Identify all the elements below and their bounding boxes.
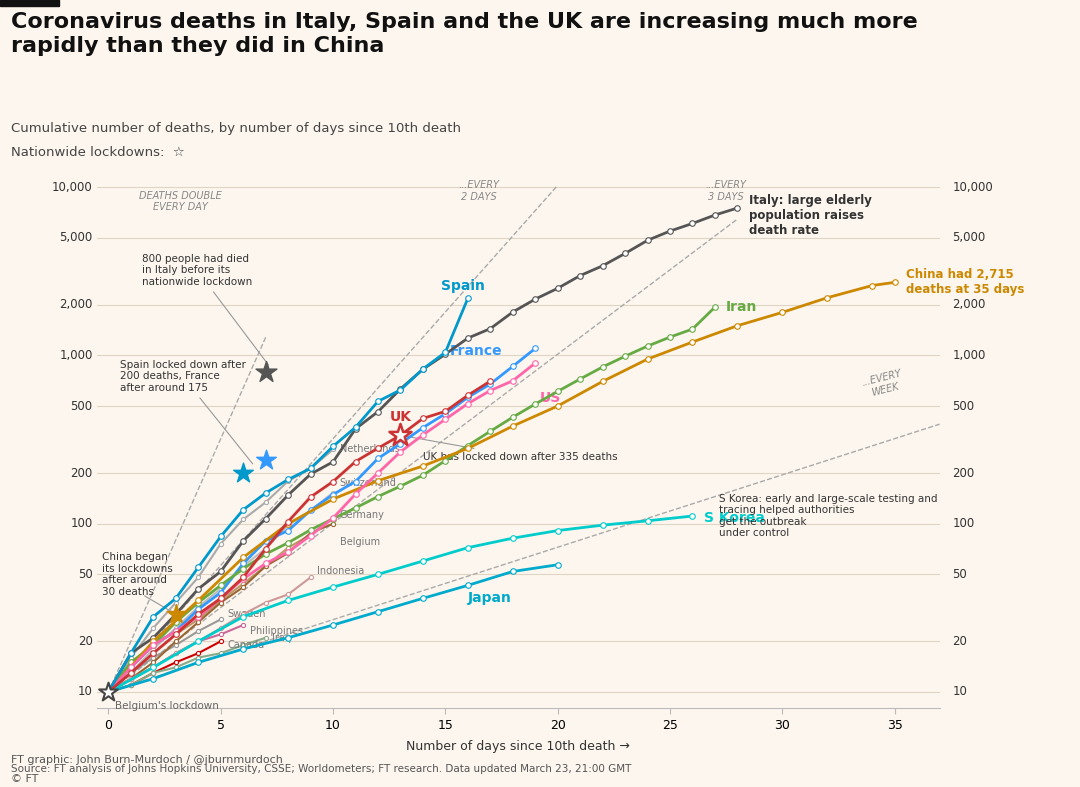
Text: 2,000: 2,000 — [953, 298, 986, 311]
Point — [257, 365, 274, 378]
Text: 10: 10 — [78, 685, 93, 699]
Text: Coronavirus deaths in Italy, Spain and the UK are increasing much more
rapidly t: Coronavirus deaths in Italy, Spain and t… — [11, 12, 918, 56]
Text: UK: UK — [390, 410, 411, 424]
Text: Source: FT analysis of Johns Hopkins University, CSSE; Worldometers; FT research: Source: FT analysis of Johns Hopkins Uni… — [11, 764, 631, 774]
Text: 5,000: 5,000 — [59, 231, 93, 244]
Text: S Korea: early and large-scale testing and
tracing helped authorities
get the ou: S Korea: early and large-scale testing a… — [719, 493, 937, 538]
Text: 200: 200 — [953, 467, 974, 479]
Point — [257, 453, 274, 466]
Text: Spain locked down after
200 deaths, France
after around 175: Spain locked down after 200 deaths, Fran… — [120, 360, 253, 464]
Text: 1,000: 1,000 — [59, 349, 93, 362]
Text: 2,000: 2,000 — [59, 298, 93, 311]
Point — [99, 685, 117, 698]
X-axis label: Number of days since 10th death →: Number of days since 10th death → — [406, 740, 631, 753]
Text: Philippines: Philippines — [249, 626, 303, 636]
Point — [392, 429, 409, 442]
Text: Spain: Spain — [441, 279, 485, 293]
Text: Netherlands: Netherlands — [340, 445, 400, 454]
Text: Italy: large elderly
population raises
death rate: Italy: large elderly population raises d… — [748, 194, 872, 237]
Text: Sweden: Sweden — [228, 609, 266, 619]
Text: 5,000: 5,000 — [953, 231, 985, 244]
Text: Iraq: Iraq — [272, 633, 292, 643]
Text: China had 2,715
deaths at 35 days: China had 2,715 deaths at 35 days — [906, 268, 1024, 297]
Text: Belgium's lockdown: Belgium's lockdown — [116, 701, 219, 711]
Text: 1,000: 1,000 — [953, 349, 986, 362]
Text: © FT: © FT — [11, 774, 38, 784]
Text: ...EVERY
2 DAYS: ...EVERY 2 DAYS — [459, 180, 500, 201]
Text: 20: 20 — [953, 635, 967, 648]
Point — [234, 467, 252, 479]
Text: Canada: Canada — [228, 640, 265, 650]
Text: Iran: Iran — [726, 300, 757, 313]
Text: 50: 50 — [78, 568, 93, 581]
Text: Nationwide lockdowns:  ☆: Nationwide lockdowns: ☆ — [11, 146, 185, 159]
Text: 800 people had died
in Italy before its
nationwide lockdown: 800 people had died in Italy before its … — [143, 253, 269, 365]
Text: France: France — [450, 344, 502, 358]
Text: 20: 20 — [78, 635, 93, 648]
Text: Switzerland: Switzerland — [340, 478, 396, 488]
Text: FT graphic: John Burn-Murdoch / @jburnmurdoch: FT graphic: John Burn-Murdoch / @jburnmu… — [11, 755, 283, 765]
Text: 500: 500 — [953, 400, 974, 412]
Text: Cumulative number of deaths, by number of days since 10th death: Cumulative number of deaths, by number o… — [11, 122, 461, 135]
Text: 10,000: 10,000 — [52, 180, 93, 194]
Text: Germany: Germany — [340, 511, 384, 520]
Text: China began
its lockdowns
after around
30 deaths: China began its lockdowns after around 3… — [102, 552, 173, 597]
Text: UK has locked down after 335 deaths: UK has locked down after 335 deaths — [403, 436, 618, 462]
Text: S Korea: S Korea — [704, 511, 765, 525]
Text: 100: 100 — [953, 517, 974, 530]
Text: 50: 50 — [953, 568, 967, 581]
Text: Belgium: Belgium — [340, 537, 380, 547]
Text: 500: 500 — [70, 400, 93, 412]
Text: 10: 10 — [953, 685, 967, 699]
Text: DEATHS DOUBLE
EVERY DAY: DEATHS DOUBLE EVERY DAY — [139, 190, 221, 212]
Text: Indonesia: Indonesia — [318, 567, 365, 576]
Text: ...EVERY
3 DAYS: ...EVERY 3 DAYS — [705, 180, 746, 201]
Text: US: US — [540, 390, 561, 405]
Text: Japan: Japan — [468, 591, 512, 605]
Text: 10,000: 10,000 — [953, 180, 993, 194]
Point — [167, 608, 185, 620]
Text: 100: 100 — [70, 517, 93, 530]
Text: ...EVERY
WEEK: ...EVERY WEEK — [861, 368, 906, 399]
Text: 200: 200 — [70, 467, 93, 479]
